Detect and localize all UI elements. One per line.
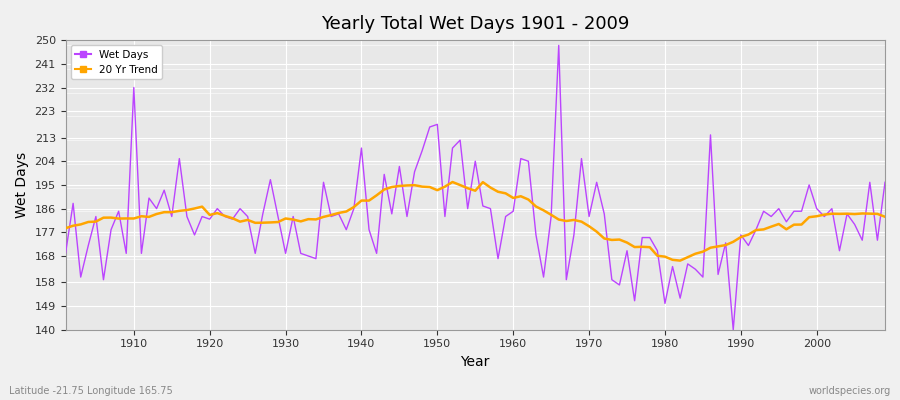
Text: worldspecies.org: worldspecies.org [809, 386, 891, 396]
Text: Latitude -21.75 Longitude 165.75: Latitude -21.75 Longitude 165.75 [9, 386, 173, 396]
Y-axis label: Wet Days: Wet Days [15, 152, 29, 218]
Legend: Wet Days, 20 Yr Trend: Wet Days, 20 Yr Trend [71, 45, 162, 79]
X-axis label: Year: Year [461, 355, 490, 369]
Title: Yearly Total Wet Days 1901 - 2009: Yearly Total Wet Days 1901 - 2009 [321, 15, 629, 33]
